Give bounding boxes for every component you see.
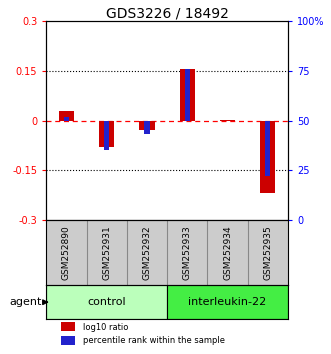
Bar (61, 322, 75, 331)
Bar (180, 69, 195, 121)
Text: interleukin-22: interleukin-22 (188, 297, 267, 307)
Bar (220, 120, 235, 121)
Text: GSM252890: GSM252890 (62, 225, 71, 280)
Text: agent: agent (9, 297, 41, 307)
Bar (185, 69, 190, 121)
Bar (64, 116, 69, 121)
Bar (46, 285, 167, 319)
Text: GSM252933: GSM252933 (183, 225, 192, 280)
Bar (260, 121, 275, 193)
Text: percentile rank within the sample: percentile rank within the sample (82, 336, 225, 345)
Text: GSM252932: GSM252932 (143, 225, 152, 280)
Bar (99, 121, 115, 147)
Text: log10 ratio: log10 ratio (82, 322, 128, 332)
Text: GSM252934: GSM252934 (223, 225, 232, 280)
Bar (144, 121, 150, 135)
Bar (59, 111, 74, 121)
Bar (61, 336, 75, 345)
Text: control: control (87, 297, 126, 307)
Bar (104, 121, 109, 150)
Title: GDS3226 / 18492: GDS3226 / 18492 (106, 6, 229, 20)
Text: GSM252931: GSM252931 (102, 225, 111, 280)
Bar (139, 121, 155, 130)
Bar (167, 285, 288, 319)
Text: GSM252935: GSM252935 (263, 225, 272, 280)
Bar (265, 121, 270, 176)
